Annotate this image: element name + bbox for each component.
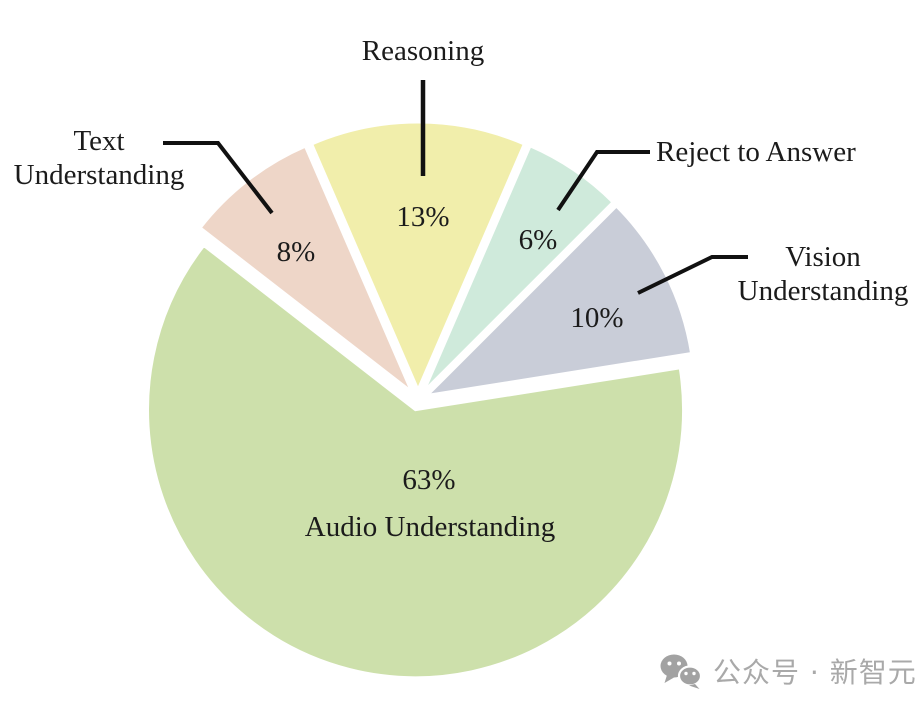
vision-understanding-leader-line	[637, 255, 748, 295]
callout-label-text-line2: Understanding	[13, 159, 185, 191]
callout-label-text-understanding: Text Understanding	[14, 124, 185, 192]
wechat-icon	[660, 654, 703, 689]
watermark: 公众号 · 新智元	[659, 651, 917, 691]
pie-slice-reject-to-answer	[422, 144, 615, 394]
text-understanding-leader-line	[163, 141, 274, 215]
callout-label-reject-to-answer: Reject to Answer	[656, 136, 856, 168]
percent-label-audio-understanding: 63%	[402, 464, 456, 496]
percent-label-text-understanding: 8%	[276, 236, 316, 268]
reject-to-answer-leader-line	[556, 150, 650, 212]
percent-label-reject-to-answer: 6%	[518, 224, 558, 256]
inside-label-audio-understanding: Audio Understanding	[304, 511, 556, 543]
watermark-text: 公众号 · 新智元	[713, 656, 917, 689]
callout-label-vision-line2: Understanding	[737, 275, 909, 307]
percent-label-reasoning: 13%	[396, 201, 450, 233]
pie-slice-reasoning	[310, 120, 526, 392]
pie-slice-vision-understanding	[425, 204, 694, 397]
callout-label-vision-line1: Vision	[785, 241, 861, 273]
percent-label-vision-understanding: 10%	[570, 302, 624, 334]
callout-label-reasoning: Reasoning	[361, 35, 485, 67]
callout-label-vision-understanding: Vision Understanding	[738, 240, 909, 308]
callout-label-text-line1: Text	[73, 125, 125, 157]
pie-slice-audio-understanding	[146, 243, 685, 680]
